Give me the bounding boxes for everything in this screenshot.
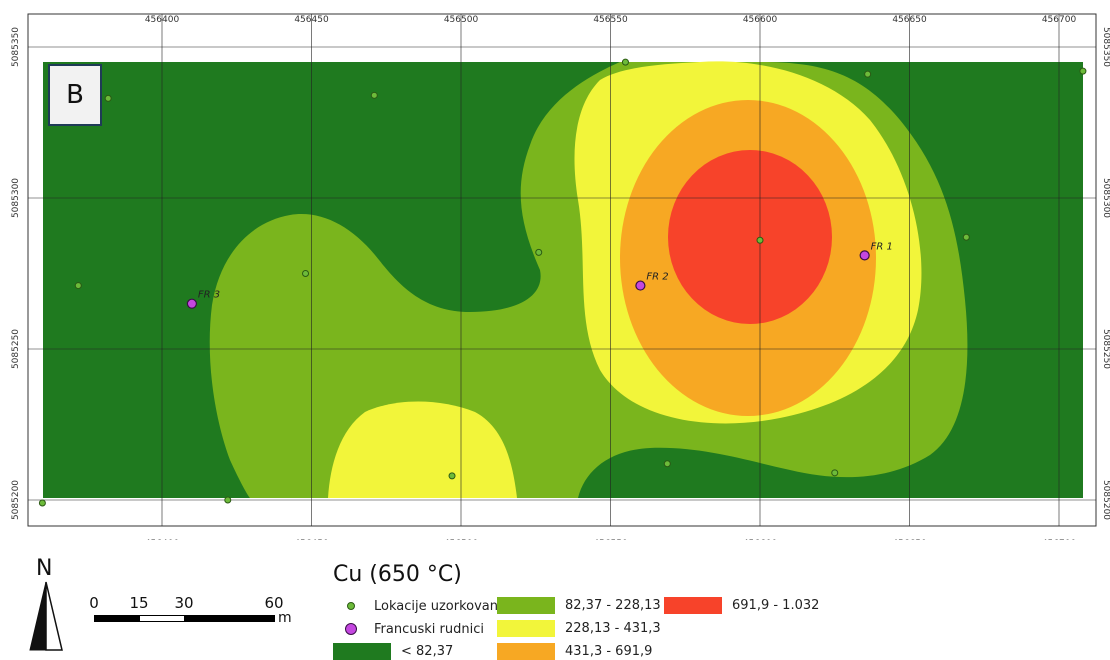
legend-class-2: 82,37 - 228,13 [497,596,661,614]
x-tick-label-bottom: 456700 [1042,539,1077,540]
scale-segment-3 [184,615,275,622]
y-tick-label-right: 5085200 [1101,480,1110,520]
mine-point [186,298,197,309]
y-tick-label-left: 5085250 [11,329,21,369]
mine-point-icon [345,623,357,635]
legend-class-4: 431,3 - 691,9 [497,642,652,660]
y-tick-labels-left: 5085350 5085300 5085250 5085200 [11,27,21,520]
x-tick-label-top: 456700 [1042,15,1077,25]
sample-point [962,233,970,241]
legend-class-3: 228,13 - 431,3 [497,619,661,637]
mine-point [635,280,646,291]
legend-class-5-label: 691,9 - 1.032 [732,597,820,613]
x-tick-labels-bottom: 456400 456450 456500 456550 456600 456650 4567… [145,539,1077,549]
zone-691-1032 [668,150,832,324]
sample-point [370,91,378,99]
legend-sample-points-label: Lokacije uzorkovanja [374,598,510,614]
sample-point [535,248,543,256]
sample-point [38,499,46,507]
sample-point [864,70,872,78]
sample-point [448,472,456,480]
grid-lines [28,14,1096,526]
scale-label-30: 30 [174,594,194,612]
legend-sample-points: Lokacije uzorkovanja [338,597,510,615]
north-arrow: N [22,556,72,654]
y-tick-label-left: 5085350 [11,27,21,67]
mine-label: FR 3 [198,290,220,301]
legend-class-4-label: 431,3 - 691,9 [565,643,653,659]
mine-label: FR 1 [871,241,893,252]
y-tick-label-right: 5085350 [1101,27,1110,67]
legend-class-1-label: < 82,37 [401,643,454,659]
y-tick-labels-right: 5085350 5085300 5085250 5085200 [1101,27,1110,520]
x-tick-label-bottom: 456550 [593,539,628,540]
scale-label-15: 15 [129,594,149,612]
map-canvas: 456400 456450 456500 456550 456600 456650 4567… [11,13,1110,549]
scale-segment-1 [94,615,140,622]
sample-point [663,460,671,468]
legend-class-3-swatch [497,619,555,637]
legend-class-4-swatch [497,642,555,660]
legend-class-2-label: 82,37 - 228,13 [565,597,661,613]
legend-class-1: < 82,37 [333,642,453,660]
sample-point [302,270,310,277]
x-tick-label-top: 456500 [444,15,479,25]
scale-unit: m [278,610,292,626]
zone-228-431-south [328,401,517,498]
y-tick-label-left: 5085200 [11,480,21,520]
legend-class-2-swatch [497,596,555,614]
legend-mines-label: Francuski rudnici [374,621,484,637]
scale-label-60: 60 [264,594,284,612]
legend-title: Cu (650 °C) [333,562,462,587]
sample-point [1079,67,1087,75]
sample-point-icon [347,602,355,610]
y-tick-label-left: 5085300 [11,178,21,218]
x-tick-label-top: 456550 [593,15,628,25]
x-tick-label-bottom: 456650 [892,539,927,540]
north-arrow-icon [29,581,63,651]
mine-point [859,250,870,261]
scale-label-0: 0 [89,594,99,612]
x-tick-label-top: 456650 [892,15,927,25]
sample-point [621,58,629,66]
x-tick-label-bottom: 456450 [294,539,329,540]
x-tick-labels-top: 456400 456450 456500 456550 456600 456650 4567… [145,15,1077,25]
x-tick-label-top: 456400 [145,15,180,25]
y-tick-label-right: 5085300 [1101,178,1110,218]
sample-point [224,496,232,504]
scale-segment-2 [139,615,185,622]
mine-label: FR 2 [646,272,668,283]
sample-point [756,236,764,244]
x-tick-label-top: 456450 [294,15,329,25]
scale-bar: 0 15 30 60 m [88,594,298,634]
legend-class-3-label: 228,13 - 431,3 [565,620,661,636]
sample-point [74,282,82,290]
y-tick-label-right: 5085250 [1101,329,1110,369]
x-tick-label-bottom: 456600 [743,539,778,540]
map-frame: 456400 456450 456500 456550 456600 456650 4567… [11,13,1110,549]
sample-point [104,94,112,102]
sample-points-layer [38,58,1087,507]
north-letter: N [36,556,53,581]
legend-class-5: 691,9 - 1.032 [664,596,819,614]
legend-class-5-swatch [664,596,722,614]
legend-mines: Francuski rudnici [338,620,484,638]
mines-layer: FR 1 FR 2 FR 3 [186,241,893,309]
x-tick-label-bottom: 456500 [444,539,479,540]
legend-class-1-swatch [333,642,391,660]
panel-label: B [48,64,102,126]
x-tick-label-bottom: 456400 [145,539,180,540]
x-tick-label-top: 456600 [743,15,778,25]
sample-point [831,469,839,477]
